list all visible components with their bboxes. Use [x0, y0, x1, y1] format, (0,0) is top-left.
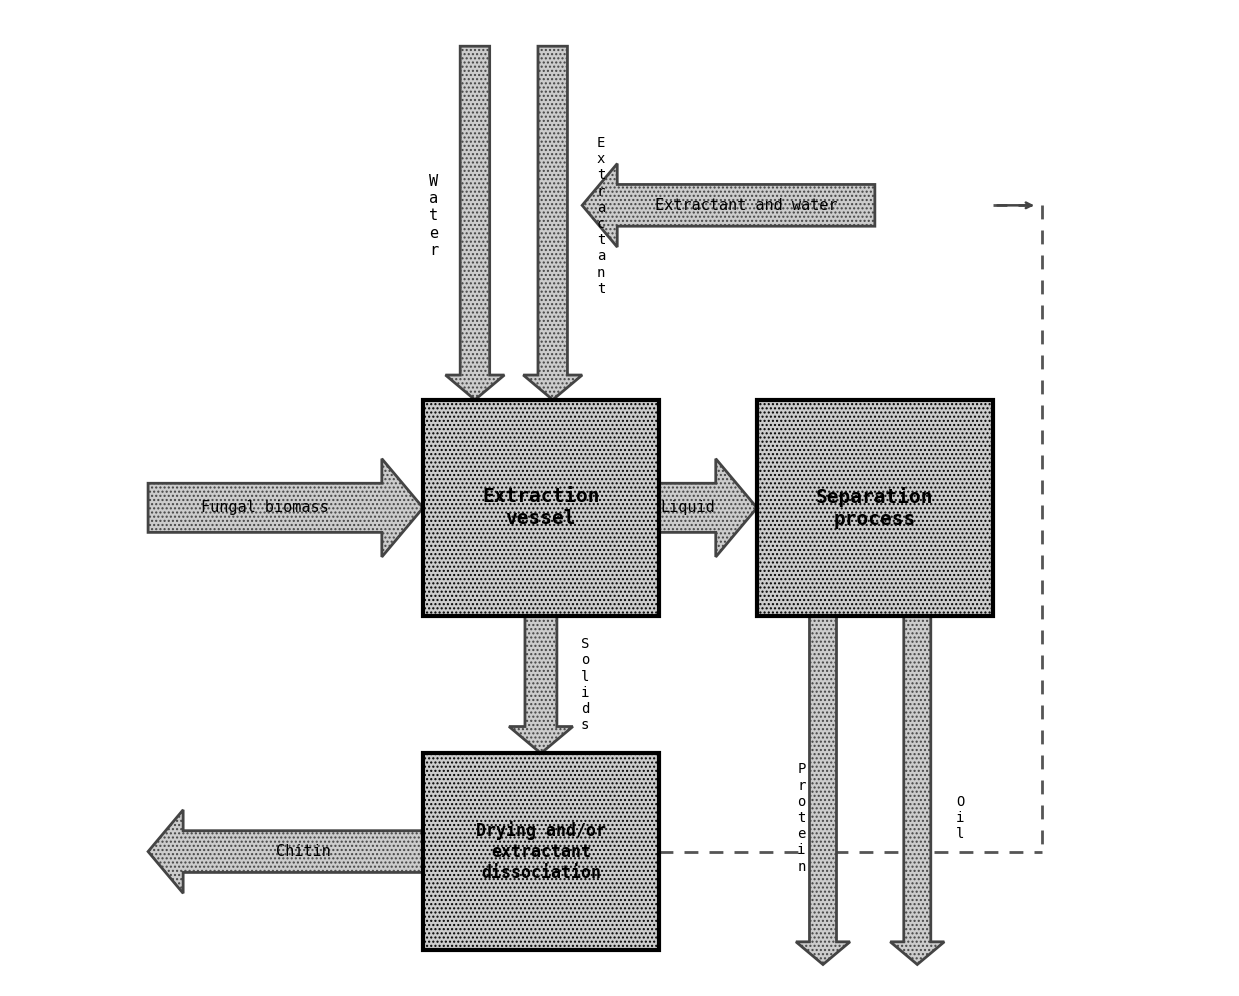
- Text: S
o
l
i
d
s: S o l i d s: [581, 637, 589, 732]
- Text: W
a
t
e
r: W a t e r: [429, 173, 439, 258]
- Polygon shape: [659, 459, 757, 557]
- FancyBboxPatch shape: [422, 399, 659, 616]
- Text: Extractant and water: Extractant and water: [654, 198, 838, 213]
- FancyBboxPatch shape: [757, 399, 992, 616]
- Polygon shape: [446, 46, 504, 399]
- Text: Fungal biomass: Fungal biomass: [201, 500, 328, 515]
- Polygon shape: [149, 810, 422, 893]
- Polygon shape: [582, 163, 875, 247]
- Text: E
x
t
r
a
c
t
a
n
t: E x t r a c t a n t: [597, 136, 606, 296]
- Text: O
i
l: O i l: [957, 795, 964, 842]
- Text: P
r
o
t
e
i
n: P r o t e i n: [797, 763, 805, 873]
- Text: Liquid: Liquid: [660, 500, 715, 515]
- Text: Drying and/or
extractant
dissociation: Drying and/or extractant dissociation: [476, 822, 606, 881]
- FancyBboxPatch shape: [422, 753, 659, 950]
- Polygon shape: [891, 616, 944, 964]
- Polygon shape: [149, 459, 422, 557]
- Polygon shape: [509, 616, 572, 753]
- Text: Separation
process: Separation process: [817, 487, 934, 529]
- Text: Extraction
vessel: Extraction vessel: [482, 487, 600, 528]
- Polygon shape: [795, 616, 850, 964]
- Text: Chitin: Chitin: [276, 844, 331, 860]
- Polygon shape: [523, 46, 582, 399]
